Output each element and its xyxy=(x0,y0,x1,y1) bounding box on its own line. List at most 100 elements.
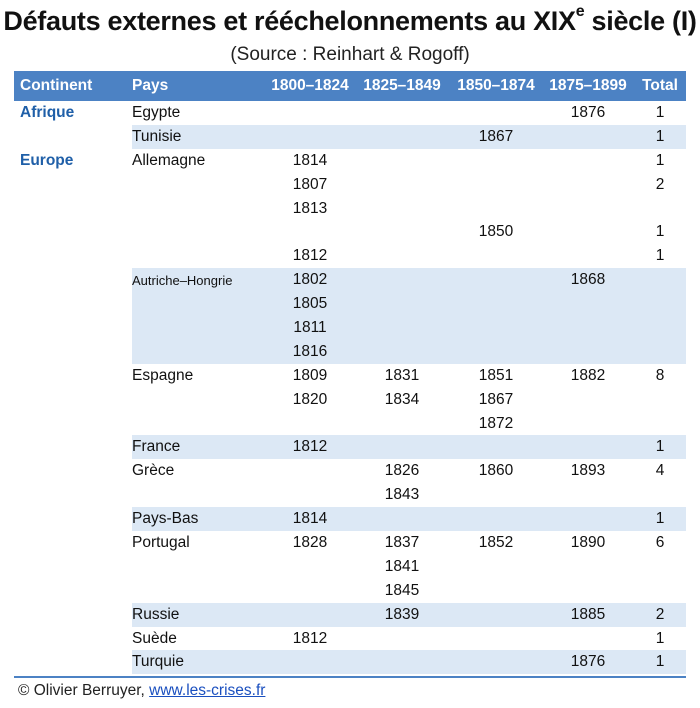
table-cell xyxy=(14,316,132,340)
table-cell xyxy=(634,268,686,293)
table-cell xyxy=(542,220,634,244)
table-cell xyxy=(354,627,450,651)
table-cell xyxy=(354,149,450,173)
table-row: 1807 2 xyxy=(14,173,686,197)
table-cell: 2 xyxy=(655,175,665,193)
table-cell xyxy=(14,220,132,244)
table-cell xyxy=(542,244,634,268)
table-row: Tunisie 1867 1 xyxy=(14,124,686,149)
table-cell xyxy=(266,459,354,483)
table-cell: 1868 xyxy=(542,268,634,293)
table-cell xyxy=(14,459,132,483)
title-superscript: e xyxy=(575,3,585,20)
table-cell xyxy=(14,125,132,149)
table-row: 1820 1834 1867 xyxy=(14,388,686,412)
table-cell xyxy=(450,197,542,221)
footer-link[interactable]: www.les-crises.fr xyxy=(149,682,266,699)
table-cell: Portugal xyxy=(132,533,190,551)
table-cell: 1812 xyxy=(266,435,354,460)
table-cell xyxy=(450,244,542,268)
table-cell xyxy=(14,197,132,221)
table-cell: France xyxy=(132,435,266,460)
table-cell xyxy=(132,244,266,268)
table-cell xyxy=(354,173,450,197)
table-cell xyxy=(542,173,634,197)
table-cell xyxy=(634,316,686,340)
table-cell xyxy=(14,292,132,316)
table-cell: 1843 xyxy=(384,486,420,504)
table-cell: 1 xyxy=(655,151,665,169)
table-cell xyxy=(14,340,132,364)
table-cell: 1860 xyxy=(478,462,514,480)
table-cell: Turquie xyxy=(132,650,266,675)
table-cell xyxy=(542,124,634,149)
table-cell xyxy=(266,579,354,603)
table-cell xyxy=(450,435,542,460)
table-cell xyxy=(354,316,450,340)
table-cell xyxy=(354,339,450,364)
table-cell xyxy=(542,292,634,317)
table-cell xyxy=(354,197,450,221)
table-cell xyxy=(542,339,634,364)
table-cell xyxy=(450,507,542,532)
header-1825-1849: 1825–1849 xyxy=(354,71,450,101)
table-cell xyxy=(266,220,354,244)
header-total: Total xyxy=(634,71,686,101)
table-cell xyxy=(450,292,542,317)
table-cell xyxy=(132,412,266,436)
table-cell: 1820 xyxy=(292,390,328,408)
table-cell: 1876 xyxy=(542,650,634,675)
table-row: Turquie 1876 1 xyxy=(14,650,686,675)
table-cell xyxy=(14,483,132,507)
table-cell: 1807 xyxy=(292,175,328,193)
table-cell xyxy=(354,124,450,149)
table-cell: Europe xyxy=(20,151,74,169)
table-cell xyxy=(542,579,634,603)
table-cell: Egypte xyxy=(132,103,181,121)
table-cell: 1814 xyxy=(292,151,328,169)
table-cell xyxy=(132,555,266,579)
table-cell xyxy=(266,650,354,675)
table-cell: 2 xyxy=(634,602,686,627)
table-cell xyxy=(634,555,686,579)
table-cell: 1 xyxy=(634,124,686,149)
page-subtitle: (Source : Reinhart & Rogoff) xyxy=(230,44,470,65)
table-cell xyxy=(132,483,266,507)
table-bottom-rule xyxy=(14,676,686,678)
table-cell: 1867 xyxy=(478,390,514,408)
table-cell xyxy=(132,388,266,412)
table-cell xyxy=(542,149,634,173)
table-cell xyxy=(14,412,132,436)
table-row: 1850 1 xyxy=(14,220,686,244)
table-cell xyxy=(14,555,132,579)
table-row: 1845 xyxy=(14,579,686,603)
table-cell xyxy=(634,579,686,603)
table-cell xyxy=(450,173,542,197)
table-row: 1872 xyxy=(14,412,686,436)
table-row: Suède 1812 1 xyxy=(14,627,686,651)
table-cell xyxy=(450,650,542,675)
defaults-table: Continent Pays 1800–1824 1825–1849 1850–… xyxy=(14,71,686,675)
table-cell xyxy=(14,268,132,292)
table-cell: Suède xyxy=(132,629,177,647)
table-cell: 1 xyxy=(634,507,686,532)
table-cell xyxy=(634,412,686,436)
table-cell xyxy=(450,602,542,627)
table-cell xyxy=(132,579,266,603)
table-cell xyxy=(450,579,542,603)
table-body: Afrique Egypte 1876 1 Tunisie 1867 1 Europe Alle… xyxy=(14,101,686,675)
table-cell xyxy=(14,650,132,674)
table-cell xyxy=(542,197,634,221)
table-cell: 1837 xyxy=(384,533,420,551)
table-cell xyxy=(542,483,634,507)
table-row: France 1812 1 xyxy=(14,435,686,460)
table-cell xyxy=(450,149,542,173)
table-cell xyxy=(542,555,634,579)
table-cell xyxy=(634,388,686,412)
table-cell xyxy=(450,483,542,507)
table-cell: Tunisie xyxy=(132,124,266,149)
table-cell: 1841 xyxy=(384,557,420,575)
table-cell xyxy=(354,650,450,675)
table-cell xyxy=(14,435,132,459)
table-cell xyxy=(354,507,450,532)
